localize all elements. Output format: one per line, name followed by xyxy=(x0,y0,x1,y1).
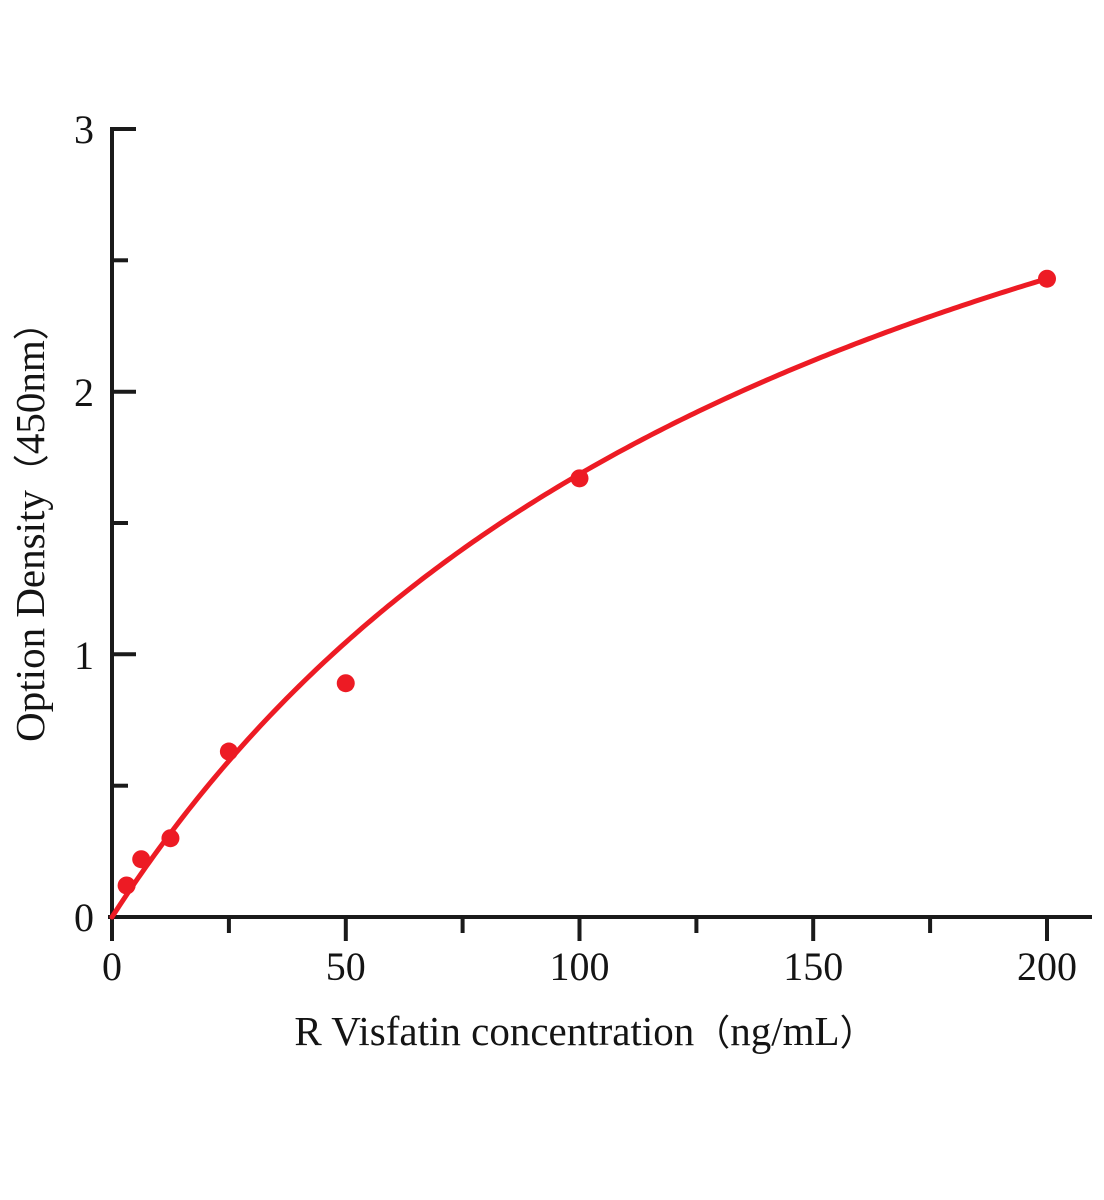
x-tick-label-50: 50 xyxy=(326,944,366,989)
y-axis-title-main: Option Density xyxy=(7,490,53,742)
data-point xyxy=(1038,269,1056,288)
x-axis-title-unit: ng/mL xyxy=(730,1008,839,1054)
y-tick-label-0: 0 xyxy=(74,895,94,940)
data-point xyxy=(132,850,151,869)
x-axis-unit-close: ） xyxy=(840,1013,876,1054)
y-tick-label-1: 1 xyxy=(74,633,94,678)
svg-text:R Visfatin concentration（ng/m: R Visfatin concentration（ng/mL） xyxy=(294,1008,875,1054)
y-tick-label-2: 2 xyxy=(74,370,94,415)
x-tick-labels: 0 50 100 150 200 xyxy=(102,944,1077,989)
x-tick-label-150: 150 xyxy=(783,944,843,989)
axes-group xyxy=(108,127,1092,921)
y-axis-title: Option Density（450nm） xyxy=(7,304,53,742)
x-tick-label-200: 200 xyxy=(1017,944,1077,989)
y-axis-ticks xyxy=(112,127,136,919)
x-tick-label-100: 100 xyxy=(550,944,610,989)
x-tick-label-0: 0 xyxy=(102,944,122,989)
data-point xyxy=(219,742,238,761)
y-axis-unit-close: ） xyxy=(12,304,53,340)
x-axis-ticks xyxy=(110,917,1049,941)
y-axis-unit-open: （ xyxy=(12,454,53,490)
data-point xyxy=(570,469,589,488)
data-point xyxy=(117,876,136,895)
data-point xyxy=(161,829,180,848)
fitted-curve xyxy=(109,276,1050,920)
y-tick-labels: 3 2 1 0 xyxy=(74,107,94,940)
svg-text:Option Density（450nm）: Option Density（450nm） xyxy=(7,304,53,742)
x-axis-title-main: R Visfatin concentration xyxy=(294,1008,694,1054)
data-point xyxy=(336,674,355,693)
x-axis-unit-open: （ xyxy=(694,1013,730,1054)
y-tick-label-3: 3 xyxy=(74,107,94,152)
x-axis-title: R Visfatin concentration（ng/mL） xyxy=(294,1008,875,1054)
data-point-markers xyxy=(117,269,1056,895)
y-axis-title-unit: 450nm xyxy=(7,340,53,454)
